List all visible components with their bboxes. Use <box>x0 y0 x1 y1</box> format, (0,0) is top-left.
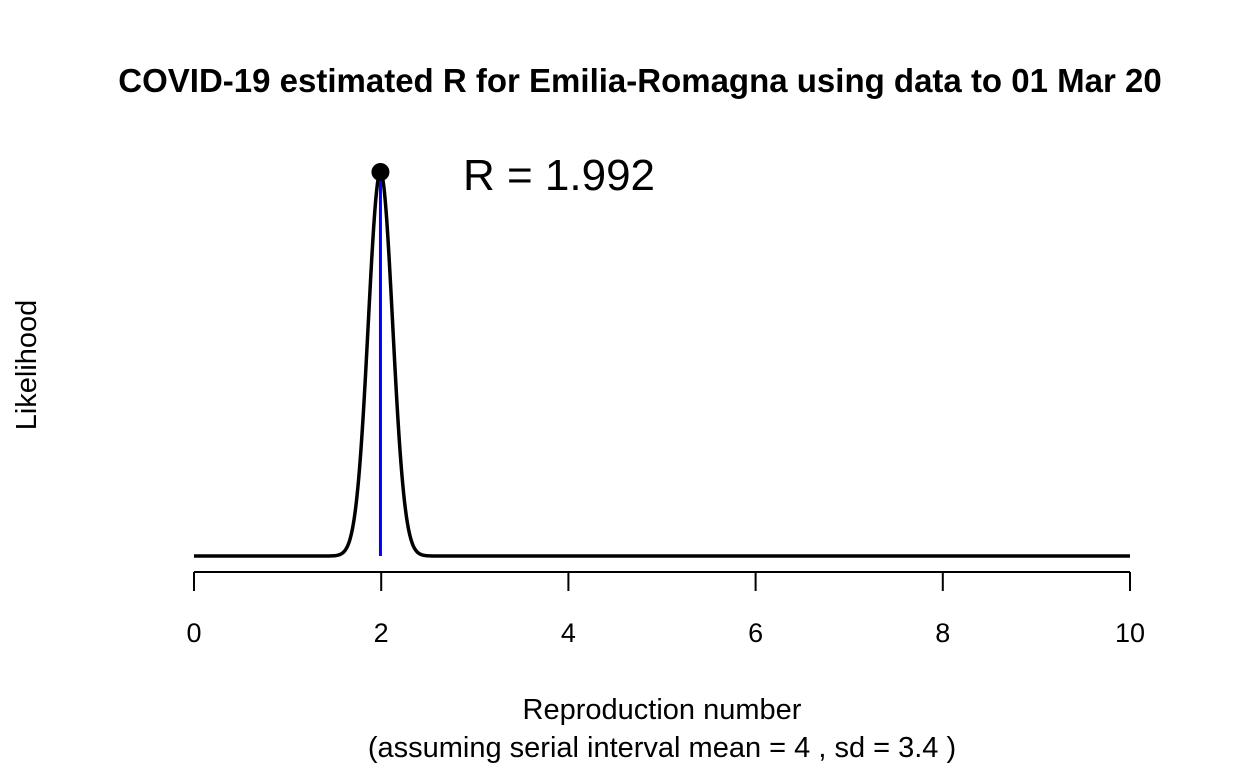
x-axis-sublabel: (assuming serial interval mean = 4 , sd … <box>368 732 956 764</box>
x-tick-label: 6 <box>748 618 763 648</box>
x-tick-label: 4 <box>561 618 576 648</box>
likelihood-curve <box>193 170 1131 558</box>
plot-area <box>193 163 1131 558</box>
y-axis-label: Likelihood <box>11 300 43 431</box>
x-axis-label: Reproduction number <box>523 694 802 726</box>
x-tick-label: 10 <box>1115 618 1145 648</box>
estimate-point <box>371 163 390 181</box>
x-tick-label: 8 <box>935 618 950 648</box>
x-tick-label: 0 <box>186 618 201 648</box>
chart-title: COVID-19 estimated R for Emilia-Romagna … <box>118 62 1161 99</box>
estimate-annotation: R = 1.992 <box>463 151 655 200</box>
x-tick-label: 2 <box>374 618 389 648</box>
x-axis: 0 2 4 6 8 10 <box>186 571 1145 648</box>
